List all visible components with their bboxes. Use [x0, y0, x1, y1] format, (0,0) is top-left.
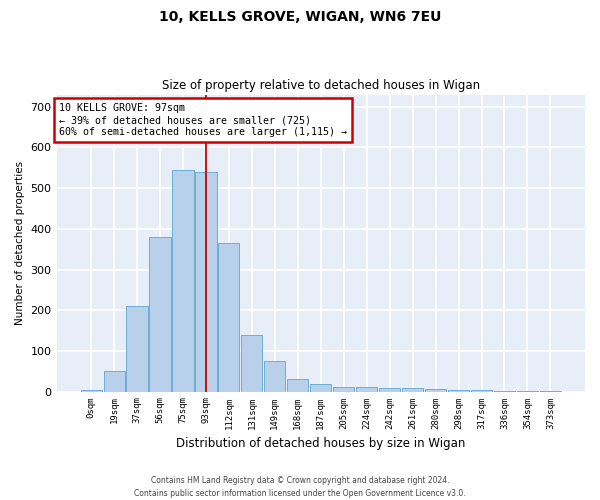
Text: 10, KELLS GROVE, WIGAN, WN6 7EU: 10, KELLS GROVE, WIGAN, WN6 7EU — [159, 10, 441, 24]
Bar — [425, 389, 446, 392]
Bar — [471, 390, 492, 392]
Bar — [448, 390, 469, 392]
Bar — [287, 380, 308, 392]
Bar — [104, 371, 125, 392]
Bar — [494, 390, 515, 392]
Bar — [310, 384, 331, 392]
Bar — [241, 334, 262, 392]
Bar — [356, 388, 377, 392]
Bar — [149, 237, 170, 392]
Bar — [196, 172, 217, 392]
Bar — [80, 390, 101, 392]
Title: Size of property relative to detached houses in Wigan: Size of property relative to detached ho… — [162, 79, 480, 92]
Bar — [264, 361, 286, 392]
X-axis label: Distribution of detached houses by size in Wigan: Distribution of detached houses by size … — [176, 437, 466, 450]
Bar — [540, 390, 561, 392]
Y-axis label: Number of detached properties: Number of detached properties — [15, 161, 25, 325]
Bar — [333, 386, 354, 392]
Text: 10 KELLS GROVE: 97sqm
← 39% of detached houses are smaller (725)
60% of semi-det: 10 KELLS GROVE: 97sqm ← 39% of detached … — [59, 104, 347, 136]
Bar — [379, 388, 400, 392]
Bar — [218, 243, 239, 392]
Bar — [172, 170, 194, 392]
Text: Contains HM Land Registry data © Crown copyright and database right 2024.
Contai: Contains HM Land Registry data © Crown c… — [134, 476, 466, 498]
Bar — [402, 388, 423, 392]
Bar — [127, 306, 148, 392]
